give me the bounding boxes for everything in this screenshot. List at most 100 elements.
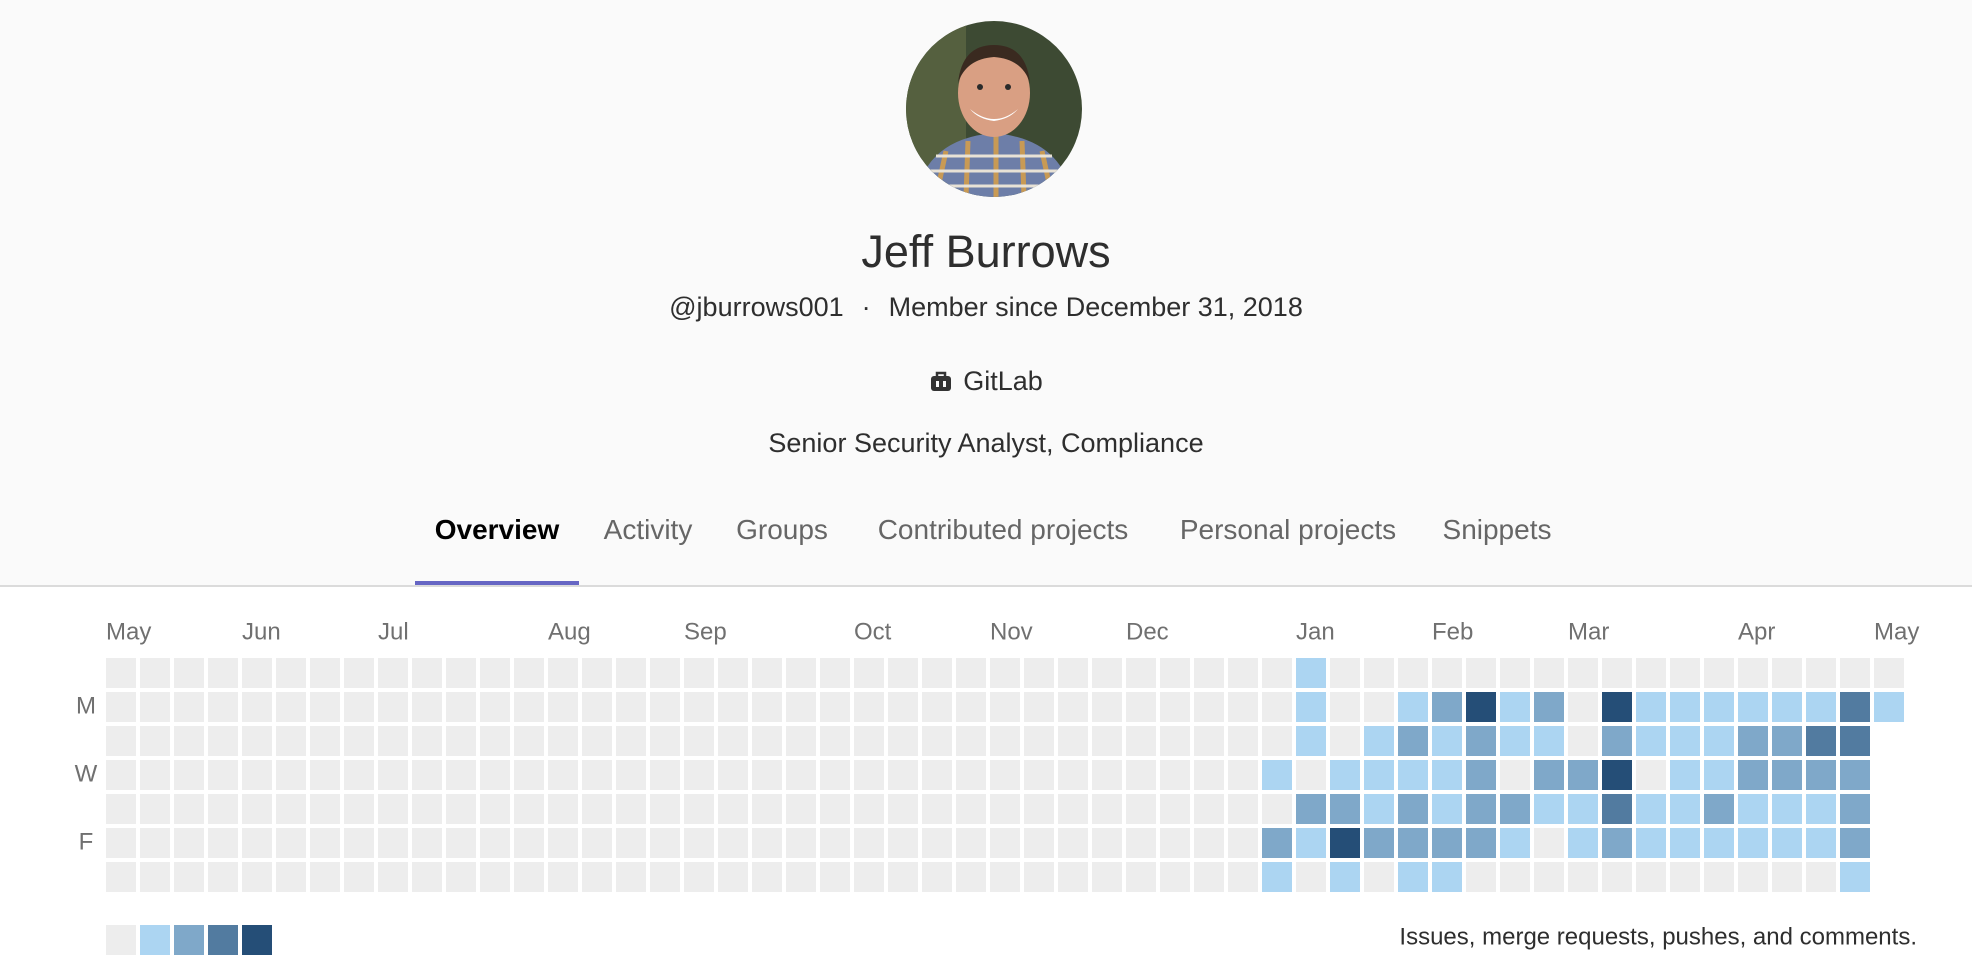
day-cell bbox=[1738, 862, 1768, 892]
tab[interactable]: Activity bbox=[603, 514, 693, 545]
day-cell bbox=[1432, 760, 1462, 790]
day-cell bbox=[1092, 658, 1122, 688]
day-cell bbox=[1704, 828, 1734, 858]
day-cell bbox=[1296, 726, 1326, 756]
day-cell bbox=[888, 828, 918, 858]
job-title: Senior Security Analyst, Compliance bbox=[768, 428, 1204, 458]
day-cell bbox=[310, 862, 340, 892]
day-cell bbox=[1364, 862, 1394, 892]
day-cell bbox=[582, 692, 612, 722]
month-label: Oct bbox=[854, 618, 892, 645]
day-cell bbox=[548, 828, 578, 858]
day-cell bbox=[1670, 760, 1700, 790]
day-cell bbox=[1364, 692, 1394, 722]
day-cell bbox=[616, 658, 646, 688]
tab[interactable]: Overview bbox=[434, 514, 560, 545]
day-cell bbox=[1738, 794, 1768, 824]
day-cell bbox=[310, 794, 340, 824]
day-cell bbox=[1670, 692, 1700, 722]
day-cell bbox=[1772, 658, 1802, 688]
day-cell bbox=[718, 828, 748, 858]
day-cell bbox=[514, 760, 544, 790]
day-cell bbox=[1568, 692, 1598, 722]
day-cell bbox=[1602, 828, 1632, 858]
month-label: Jul bbox=[378, 618, 409, 645]
day-cell bbox=[1024, 658, 1054, 688]
day-cell bbox=[1126, 760, 1156, 790]
day-cell bbox=[1398, 760, 1428, 790]
day-cell bbox=[106, 862, 136, 892]
day-cell bbox=[752, 658, 782, 688]
day-cell bbox=[1738, 658, 1768, 688]
day-cell bbox=[1194, 794, 1224, 824]
day-cell bbox=[310, 828, 340, 858]
day-cell bbox=[1228, 658, 1258, 688]
day-cell bbox=[1840, 760, 1870, 790]
day-cell bbox=[1568, 828, 1598, 858]
month-label: Sep bbox=[684, 618, 727, 645]
day-cell bbox=[1398, 794, 1428, 824]
day-cell bbox=[1330, 862, 1360, 892]
day-cell bbox=[1092, 828, 1122, 858]
day-cell bbox=[1126, 862, 1156, 892]
day-cell bbox=[786, 862, 816, 892]
day-cell bbox=[140, 828, 170, 858]
day-cell bbox=[412, 862, 442, 892]
day-cell bbox=[174, 862, 204, 892]
day-cell bbox=[242, 794, 272, 824]
tab[interactable]: Groups bbox=[736, 514, 828, 545]
day-cell bbox=[1058, 862, 1088, 892]
tab[interactable]: Contributed projects bbox=[877, 514, 1129, 545]
day-cell bbox=[1772, 828, 1802, 858]
day-cell bbox=[888, 794, 918, 824]
day-cell bbox=[1160, 692, 1190, 722]
day-cell bbox=[1398, 692, 1428, 722]
tab[interactable]: Personal projects bbox=[1179, 514, 1397, 545]
day-cell bbox=[1024, 862, 1054, 892]
day-cell bbox=[344, 726, 374, 756]
day-cell bbox=[514, 862, 544, 892]
day-cell bbox=[1466, 658, 1496, 688]
day-cell bbox=[344, 658, 374, 688]
day-cell bbox=[616, 828, 646, 858]
day-cell bbox=[446, 658, 476, 688]
organization-icon bbox=[931, 371, 952, 391]
day-cell bbox=[1058, 760, 1088, 790]
day-cell bbox=[174, 828, 204, 858]
day-cell bbox=[1738, 692, 1768, 722]
day-cell bbox=[888, 658, 918, 688]
day-cell bbox=[1126, 794, 1156, 824]
day-cell bbox=[412, 760, 442, 790]
legend-cell bbox=[106, 925, 136, 955]
day-cell bbox=[684, 692, 714, 722]
month-label: Jun bbox=[242, 618, 281, 645]
day-cell bbox=[242, 760, 272, 790]
day-cell bbox=[786, 726, 816, 756]
day-cell bbox=[1602, 760, 1632, 790]
day-cell bbox=[1670, 658, 1700, 688]
day-cell bbox=[1806, 658, 1836, 688]
day-cell bbox=[1262, 828, 1292, 858]
day-cell bbox=[684, 760, 714, 790]
day-cell bbox=[1704, 862, 1734, 892]
day-cell bbox=[1806, 862, 1836, 892]
day-cell bbox=[1670, 828, 1700, 858]
day-cell bbox=[1024, 794, 1054, 824]
day-cell bbox=[1534, 692, 1564, 722]
day-cell bbox=[446, 726, 476, 756]
day-cell bbox=[446, 692, 476, 722]
day-cell bbox=[684, 658, 714, 688]
day-cell bbox=[1602, 862, 1632, 892]
tab[interactable]: Snippets bbox=[1442, 514, 1552, 545]
day-cell bbox=[1534, 658, 1564, 688]
day-cell bbox=[106, 794, 136, 824]
day-cell bbox=[1840, 692, 1870, 722]
day-cell bbox=[684, 828, 714, 858]
day-cell bbox=[1262, 862, 1292, 892]
day-cell bbox=[1228, 760, 1258, 790]
day-cell bbox=[310, 658, 340, 688]
day-cell bbox=[1024, 760, 1054, 790]
day-cell bbox=[1228, 692, 1258, 722]
day-cell bbox=[1364, 828, 1394, 858]
